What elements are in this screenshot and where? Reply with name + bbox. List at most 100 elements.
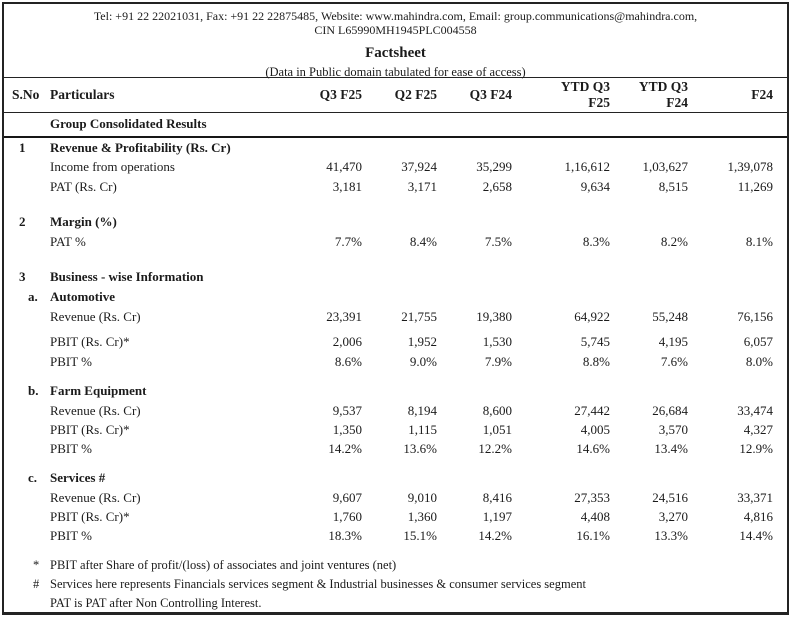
table-row: Income from operations 41,470 37,924 35,299… xyxy=(4,157,787,177)
value-cell: 15.1% xyxy=(403,527,437,543)
value-cell: 4,816 xyxy=(743,508,773,524)
value-cell xyxy=(364,468,439,488)
value-cell: 1,16,612 xyxy=(564,159,611,174)
value-cell: 3,171 xyxy=(407,179,437,194)
table-row: PBIT % 18.3% 15.1% 14.2% 16.1% 13.3% 14.4% xyxy=(4,526,787,545)
value-cell xyxy=(364,137,439,157)
column-header-q3-f25: Q3 F25 xyxy=(302,78,364,113)
value-cell: 18.3% xyxy=(328,527,362,543)
value-cell: 7.9% xyxy=(484,354,512,369)
particulars-cell: PAT % xyxy=(50,234,86,249)
value-cell: 13.3% xyxy=(654,527,688,543)
value-cell xyxy=(364,287,439,307)
particulars-cell: PBIT (Rs. Cr)* xyxy=(50,334,130,349)
sno-cell xyxy=(4,526,44,545)
value-cell xyxy=(302,212,364,232)
particulars-cell: Revenue (Rs. Cr) xyxy=(50,489,141,505)
value-cell: 8.8% xyxy=(582,354,610,369)
sno-cell xyxy=(4,112,44,138)
value-cell: 7.6% xyxy=(660,354,688,369)
value-cell xyxy=(364,267,439,287)
value-cell xyxy=(690,112,787,138)
particulars-cell xyxy=(44,458,302,468)
value-cell: 41,470 xyxy=(326,159,362,174)
value-cell xyxy=(439,381,514,401)
sno-cell: a. xyxy=(28,289,38,304)
value-cell xyxy=(514,212,612,232)
value-cell xyxy=(364,252,439,267)
particulars-cell xyxy=(44,372,302,381)
value-cell: 3,270 xyxy=(658,508,688,524)
particulars-cell: Margin (%) xyxy=(50,214,117,229)
value-cell: 64,922 xyxy=(574,309,610,324)
section-row: 2 Margin (%) xyxy=(4,212,787,232)
value-cell: 8.0% xyxy=(745,354,773,369)
particulars-cell: PAT (Rs. Cr) xyxy=(50,179,117,194)
sno-cell xyxy=(4,458,44,468)
value-cell: 37,924 xyxy=(401,159,437,174)
value-cell xyxy=(302,197,364,212)
value-cell xyxy=(302,267,364,287)
value-cell xyxy=(302,381,364,401)
value-cell: 8.3% xyxy=(582,234,610,249)
value-cell: 8,515 xyxy=(658,179,688,194)
column-header-q3-f24: Q3 F24 xyxy=(439,78,514,113)
value-cell: 9,607 xyxy=(332,489,362,505)
value-cell xyxy=(690,287,787,307)
value-cell: 76,156 xyxy=(737,309,773,324)
footnote-marker: * xyxy=(33,558,40,572)
particulars-cell: Group Consolidated Results xyxy=(44,112,302,138)
value-cell: 1,051 xyxy=(482,421,512,437)
value-cell: 8,600 xyxy=(482,402,512,418)
section-row: b. Farm Equipment xyxy=(4,381,787,401)
value-cell: 33,474 xyxy=(737,402,773,418)
value-cell: 1,197 xyxy=(482,508,512,524)
sno-cell xyxy=(4,352,44,372)
value-cell xyxy=(302,252,364,267)
sno-cell xyxy=(4,197,44,212)
value-cell xyxy=(302,137,364,157)
table-header-row: S.No Particulars Q3 F25 Q2 F25 Q3 F24 YTD Q3 … xyxy=(4,78,787,113)
value-cell xyxy=(612,468,690,488)
sno-cell: 3 xyxy=(19,269,26,284)
table-row: PBIT % 8.6% 9.0% 7.9% 8.8% 7.6% 8.0% xyxy=(4,352,787,372)
spacer-row xyxy=(4,197,787,212)
particulars-cell: Automotive xyxy=(50,289,115,304)
particulars-cell: Business - wise Information xyxy=(50,269,204,284)
table-row: Revenue (Rs. Cr) 9,607 9,010 8,416 27,353 24,… xyxy=(4,488,787,507)
value-cell: 33,371 xyxy=(737,489,773,505)
value-cell: 3,570 xyxy=(658,421,688,437)
contact-line: Tel: +91 22 22021031, Fax: +91 22 228754… xyxy=(93,9,698,23)
sno-cell xyxy=(4,252,44,267)
value-cell xyxy=(514,458,612,468)
value-cell xyxy=(302,458,364,468)
value-cell xyxy=(514,468,612,488)
value-cell: 9,634 xyxy=(580,179,610,194)
particulars-cell: PBIT % xyxy=(50,440,93,456)
particulars-cell: PBIT % xyxy=(50,527,93,543)
table-row: PBIT % 14.2% 13.6% 12.2% 14.6% 13.4% 12.9% xyxy=(4,439,787,458)
value-cell xyxy=(439,458,514,468)
value-cell: 1,39,078 xyxy=(727,159,774,174)
value-cell: 7.5% xyxy=(484,234,512,249)
particulars-cell: Farm Equipment xyxy=(50,383,147,398)
column-header-particulars: Particulars xyxy=(44,78,302,113)
sno-cell: c. xyxy=(28,470,38,485)
value-cell xyxy=(690,468,787,488)
column-header-s-no: S.No xyxy=(4,78,44,113)
value-cell: 13.6% xyxy=(403,440,437,456)
value-cell xyxy=(612,137,690,157)
value-cell: 9,010 xyxy=(407,489,437,505)
value-cell xyxy=(514,112,612,138)
value-cell xyxy=(612,197,690,212)
sno-cell: 1 xyxy=(19,139,26,155)
value-cell: 27,353 xyxy=(574,489,610,505)
value-cell xyxy=(439,287,514,307)
sno-cell xyxy=(4,401,44,420)
value-cell xyxy=(439,468,514,488)
value-cell xyxy=(690,197,787,212)
value-cell: 12.2% xyxy=(478,440,512,456)
value-cell xyxy=(364,372,439,381)
table-row: PBIT (Rs. Cr)* 1,760 1,360 1,197 4,408 3,270 4… xyxy=(4,507,787,526)
